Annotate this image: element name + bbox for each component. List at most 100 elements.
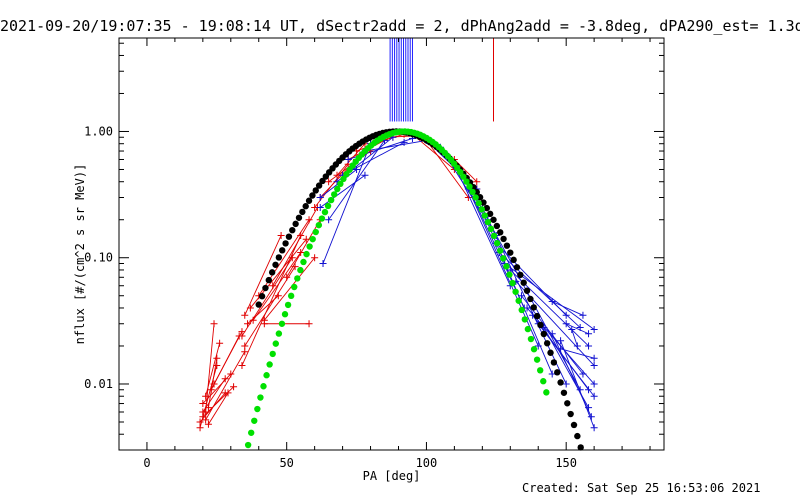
data-point bbox=[574, 432, 581, 440]
data-point bbox=[278, 320, 286, 327]
series-segment bbox=[328, 140, 385, 220]
data-point bbox=[265, 276, 273, 284]
data-point bbox=[312, 228, 319, 236]
series-segment bbox=[207, 358, 218, 408]
x-tick-label: 50 bbox=[279, 456, 293, 470]
data-point bbox=[567, 410, 574, 418]
series-segment bbox=[213, 331, 243, 385]
data-point bbox=[284, 301, 292, 309]
data-point bbox=[334, 185, 341, 193]
data-point bbox=[524, 325, 532, 333]
data-point bbox=[258, 293, 266, 300]
data-point bbox=[527, 335, 535, 343]
chart-title: 2021-09-20/19:07:35 - 19:08:14 UT, dSect… bbox=[0, 17, 800, 35]
data-point bbox=[315, 182, 323, 189]
data-point bbox=[577, 444, 584, 451]
data-point bbox=[263, 372, 270, 379]
data-point bbox=[517, 292, 525, 300]
data-point bbox=[221, 375, 229, 383]
data-point bbox=[213, 354, 221, 362]
series-segment bbox=[342, 141, 405, 176]
data-point bbox=[473, 178, 481, 186]
data-point bbox=[590, 380, 598, 388]
y-tick-label: 0.01 bbox=[84, 377, 113, 391]
data-point bbox=[199, 400, 207, 408]
data-point bbox=[554, 369, 561, 376]
data-point bbox=[213, 362, 221, 370]
data-point bbox=[289, 226, 296, 234]
data-point bbox=[315, 221, 323, 229]
data-point bbox=[260, 383, 267, 390]
data-point bbox=[199, 408, 207, 416]
data-point bbox=[275, 330, 283, 337]
series-segment bbox=[537, 323, 595, 397]
data-point bbox=[309, 192, 316, 199]
data-point bbox=[325, 216, 333, 224]
data-point bbox=[227, 370, 235, 378]
data-point bbox=[216, 339, 224, 347]
data-point bbox=[590, 392, 598, 400]
series-segment bbox=[560, 340, 595, 428]
data-point bbox=[353, 165, 361, 173]
data-point bbox=[266, 361, 273, 368]
y-tick-label: 1.00 bbox=[84, 124, 113, 138]
data-point bbox=[506, 271, 513, 278]
data-point bbox=[536, 367, 544, 374]
data-point bbox=[262, 284, 269, 292]
data-point bbox=[204, 420, 212, 428]
data-point bbox=[562, 320, 570, 328]
data-point bbox=[309, 235, 316, 243]
data-point bbox=[576, 386, 584, 394]
data-point bbox=[469, 188, 476, 196]
series-segment bbox=[552, 301, 584, 316]
data-point bbox=[292, 220, 299, 228]
series-segment bbox=[322, 143, 371, 264]
data-point bbox=[540, 378, 547, 385]
data-point bbox=[507, 249, 514, 256]
data-point bbox=[509, 279, 516, 287]
vertical-markers bbox=[389, 38, 495, 122]
data-point bbox=[202, 392, 210, 400]
data-point bbox=[282, 240, 289, 247]
data-point bbox=[585, 404, 593, 412]
data-point bbox=[547, 349, 554, 356]
data-point bbox=[579, 311, 587, 319]
data-point bbox=[324, 202, 332, 210]
data-point bbox=[472, 194, 479, 201]
data-point bbox=[475, 200, 482, 207]
data-point bbox=[523, 287, 531, 294]
series-segment bbox=[364, 139, 427, 152]
data-point bbox=[238, 362, 246, 370]
x-axis-label: PA [deg] bbox=[363, 469, 421, 483]
data-point bbox=[500, 255, 507, 262]
series-segment bbox=[571, 329, 578, 347]
data-point bbox=[585, 386, 593, 394]
data-point bbox=[590, 326, 598, 334]
data-point bbox=[247, 429, 255, 436]
data-point bbox=[291, 283, 298, 291]
data-point bbox=[590, 354, 598, 362]
data-point bbox=[246, 304, 254, 312]
y-axis-label: nflux [#/(cm^2 s sr MeV)] bbox=[73, 164, 87, 345]
data-point bbox=[487, 225, 495, 233]
data-point bbox=[533, 312, 541, 320]
data-point bbox=[254, 405, 261, 413]
data-point bbox=[490, 232, 498, 240]
data-point bbox=[319, 177, 326, 185]
series-segment bbox=[272, 207, 318, 286]
data-point bbox=[457, 168, 464, 176]
data-point bbox=[562, 311, 570, 319]
y-tick-label: 0.10 bbox=[84, 251, 113, 265]
data-point bbox=[510, 256, 517, 264]
data-point bbox=[537, 321, 544, 329]
data-point bbox=[305, 197, 313, 204]
data-point bbox=[202, 416, 210, 424]
data-point bbox=[573, 342, 581, 350]
data-point bbox=[562, 380, 570, 388]
data-point bbox=[285, 233, 293, 240]
data-point bbox=[343, 171, 350, 178]
data-point bbox=[520, 279, 527, 286]
data-point bbox=[576, 324, 584, 332]
data-point bbox=[300, 258, 307, 266]
data-point bbox=[277, 231, 285, 239]
